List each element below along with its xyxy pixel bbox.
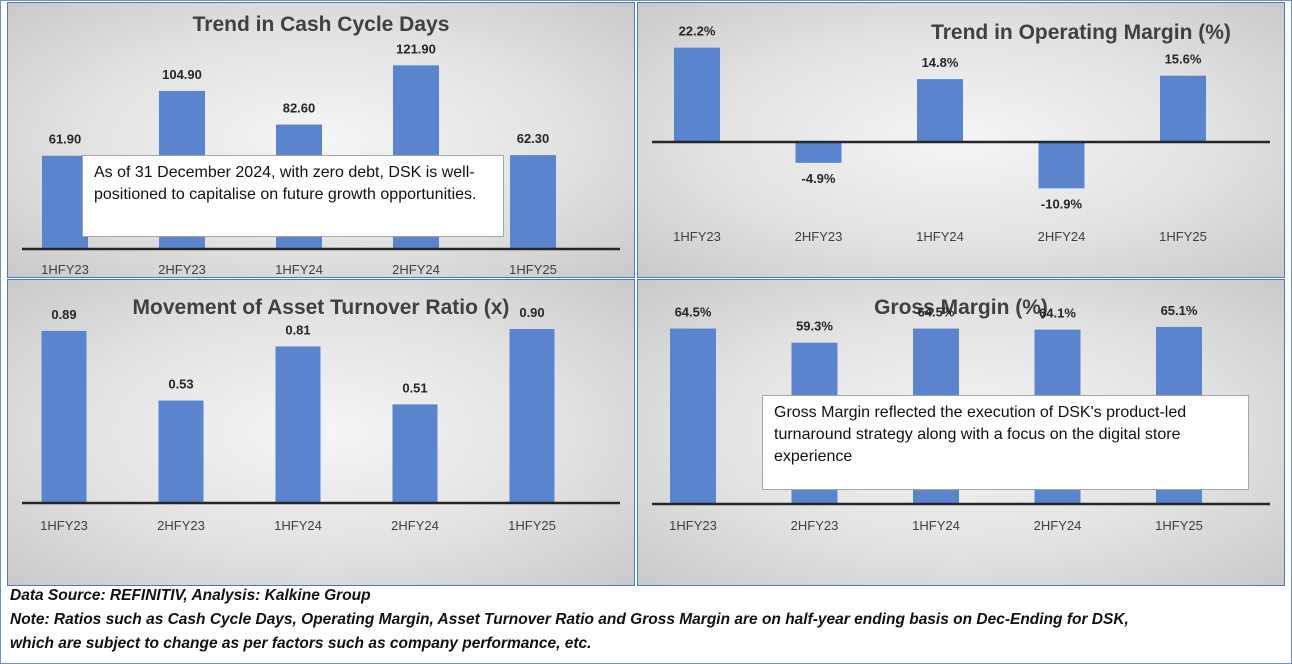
x-tick-label: 2HFY24 — [1038, 229, 1086, 244]
data-label: 0.81 — [285, 322, 310, 337]
x-tick-label: 1HFY23 — [673, 229, 721, 244]
x-tick-label: 1HFY24 — [274, 518, 322, 533]
operating-margin-chart: 22.2% 1HFY23 -4.9% 2HFY23 14.8% 1HFY24 -10.9% 2… — [652, 24, 1270, 244]
x-tick-label: 1HFY23 — [669, 518, 717, 533]
data-label: 82.60 — [283, 101, 316, 116]
note-text-line-2: which are subject to change as per facto… — [10, 635, 592, 652]
cash-cycle-callout: As of 31 December 2024, with zero debt, … — [82, 155, 504, 237]
bar-2hfy24 — [1038, 142, 1085, 189]
footer-notes: Data Source: REFINITIV, Analysis: Kalkin… — [10, 584, 1285, 656]
x-tick-label: 1HFY24 — [275, 262, 323, 277]
x-tick-label: 2HFY23 — [791, 518, 839, 533]
data-label: -10.9% — [1041, 196, 1083, 211]
data-label: 61.90 — [49, 132, 82, 147]
data-label: 64.1% — [1039, 306, 1076, 321]
data-label: 121.90 — [396, 41, 436, 56]
x-tick-label: 1HFY25 — [509, 262, 557, 277]
data-label: 104.90 — [162, 67, 202, 82]
data-label: -4.9% — [802, 171, 836, 186]
bar-1hfy25 — [509, 329, 555, 503]
note-text-line-1: Note: Ratios such as Cash Cycle Days, Op… — [10, 611, 1129, 628]
bar-1hfy23 — [670, 328, 716, 504]
cash-cycle-days-panel: Trend in Cash Cycle Days 61.90 1HFY23 104.… — [7, 2, 635, 278]
x-tick-label: 2HFY23 — [157, 518, 205, 533]
bar-2hfy23 — [795, 142, 842, 163]
data-label: 22.2% — [679, 24, 716, 39]
bar-1hfy23 — [42, 155, 88, 249]
data-label: 65.1% — [1161, 303, 1198, 318]
data-label: 64.5% — [675, 305, 712, 320]
x-tick-label: 1HFY24 — [912, 518, 960, 533]
bar-1hfy23 — [674, 47, 720, 142]
bar-1hfy25 — [510, 155, 556, 249]
x-tick-label: 1HFY25 — [1159, 229, 1207, 244]
x-tick-label: 1HFY25 — [508, 518, 556, 533]
bar-2hfy23 — [158, 400, 204, 503]
x-tick-label: 2HFY24 — [1034, 518, 1082, 533]
data-label: 64.5% — [918, 305, 955, 320]
bar-1hfy23 — [41, 330, 87, 503]
x-tick-label: 1HFY23 — [40, 518, 88, 533]
data-source-text: Data Source: REFINITIV, Analysis: Kalkin… — [10, 587, 371, 604]
data-label: 14.8% — [922, 55, 959, 70]
chart-title: Trend in Operating Margin (%) — [931, 21, 1231, 44]
x-tick-label: 1HFY24 — [916, 229, 964, 244]
data-label: 62.30 — [517, 131, 550, 146]
operating-margin-panel: Trend in Operating Margin (%) 22.2% 1HFY2… — [637, 2, 1285, 278]
data-label: 0.51 — [402, 380, 427, 395]
chart-title: Movement of Asset Turnover Ratio (x) — [132, 296, 510, 319]
x-tick-label: 2HFY23 — [795, 229, 843, 244]
bar-1hfy25 — [1160, 75, 1206, 142]
data-label: 59.3% — [796, 319, 833, 334]
bar-1hfy24 — [917, 79, 963, 142]
bar-1hfy24 — [275, 346, 321, 503]
x-tick-label: 1HFY23 — [41, 262, 89, 277]
x-tick-label: 2HFY23 — [158, 262, 206, 277]
asset-turnover-chart: 0.89 1HFY23 0.53 2HFY23 0.81 1HFY24 0.51 2HFY24… — [22, 305, 620, 533]
x-tick-label: 2HFY24 — [392, 262, 440, 277]
x-tick-label: 2HFY24 — [391, 518, 439, 533]
chart-title: Gross Margin (%) — [874, 296, 1048, 319]
data-label: 15.6% — [1165, 52, 1202, 67]
data-label: 0.90 — [519, 305, 544, 320]
bar-2hfy24 — [392, 404, 438, 503]
gross-margin-panel: Gross Margin (%) 64.5% 1HFY23 59.3% 2HFY23 6… — [637, 279, 1285, 586]
x-tick-label: 1HFY25 — [1155, 518, 1203, 533]
chart-title: Trend in Cash Cycle Days — [192, 13, 450, 36]
data-label: 0.53 — [168, 377, 193, 392]
data-label: 0.89 — [51, 307, 76, 322]
gross-margin-callout: Gross Margin reflected the execution of … — [762, 395, 1249, 490]
asset-turnover-panel: Movement of Asset Turnover Ratio (x) 0.8… — [7, 279, 635, 586]
